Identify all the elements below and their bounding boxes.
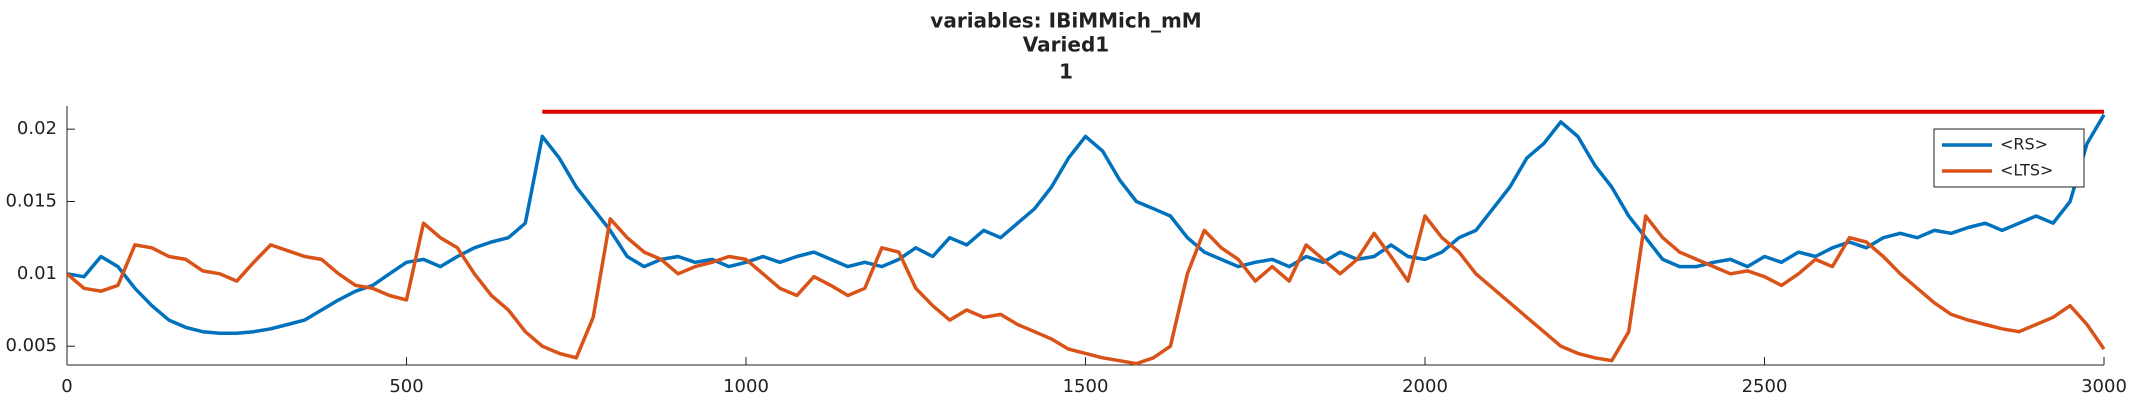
x-tick-label: 2500 [1742, 376, 1788, 397]
chart-title: variables: IBiMMich_mM [930, 9, 1201, 33]
y-tick-label: 0.02 [17, 118, 57, 139]
y-tick-label: 0.015 [5, 190, 57, 211]
x-tick-label: 0 [61, 376, 72, 397]
series-line [65, 214, 2106, 366]
x-tick-label: 2000 [1402, 376, 1448, 397]
legend-label: <RS> [2000, 135, 2048, 154]
x-tick-label: 1000 [723, 376, 769, 397]
y-tick-label: 0.005 [5, 335, 57, 356]
legend-box [1933, 128, 2085, 188]
chart-subtitle: Varied1 [1023, 33, 1109, 57]
y-tick-label: 0.01 [17, 263, 57, 284]
x-tick-label: 1500 [1063, 376, 1109, 397]
series-line [66, 113, 2106, 335]
chart-subtitle: 1 [1059, 60, 1073, 84]
x-tick-label: 500 [389, 376, 423, 397]
x-tick-label: 3000 [2081, 376, 2127, 397]
legend-label: <LTS> [2000, 161, 2053, 180]
